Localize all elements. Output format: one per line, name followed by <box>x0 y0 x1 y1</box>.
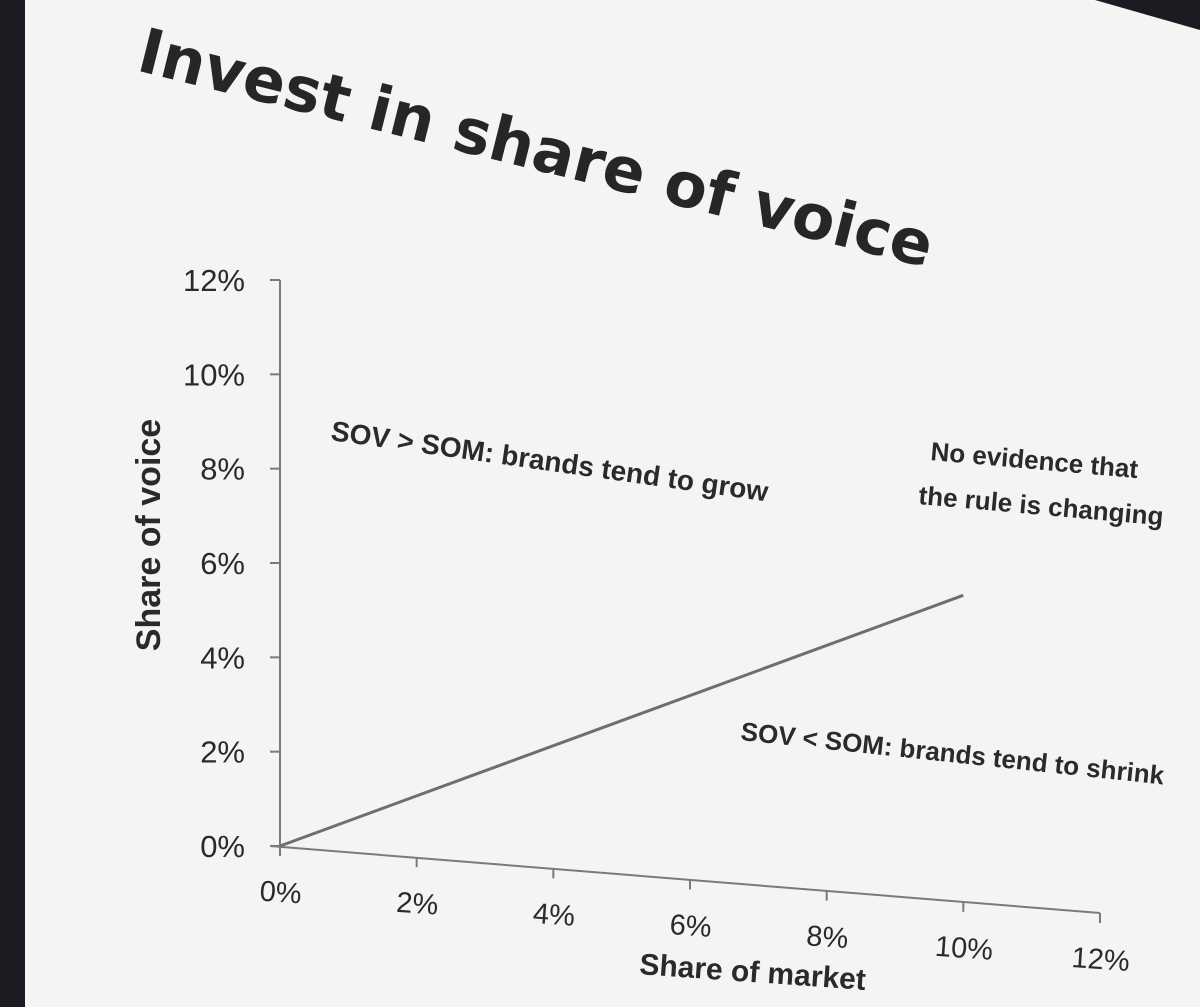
series-layer <box>279 593 964 848</box>
y-tick-label: 10% <box>183 357 245 392</box>
x-tick-label: 10% <box>934 931 994 967</box>
slide-screen <box>25 0 1200 1007</box>
x-tick-label: 0% <box>259 876 303 911</box>
series-line <box>279 593 964 848</box>
axis-ticks: 0% 2% 4% 6% 8% 10% 12% 0% 2% 4% 6% 8% 10% 12% <box>183 263 1131 978</box>
y-tick-label: 4% <box>200 640 245 675</box>
x-tick-label: 2% <box>395 887 439 922</box>
y-tick-label: 12% <box>183 263 245 298</box>
x-tick-label: 4% <box>532 898 576 933</box>
y-tick-label: 8% <box>200 452 245 487</box>
y-tick-label: 6% <box>200 546 245 581</box>
x-tick-label: 12% <box>1071 942 1131 978</box>
x-tick-label: 6% <box>669 909 713 944</box>
y-tick-label: 0% <box>200 829 245 864</box>
y-axis-label: Share of voice <box>130 419 168 651</box>
y-tick-label: 2% <box>200 735 245 770</box>
x-axis-line <box>269 845 1101 914</box>
x-tick-label: 8% <box>805 920 849 955</box>
